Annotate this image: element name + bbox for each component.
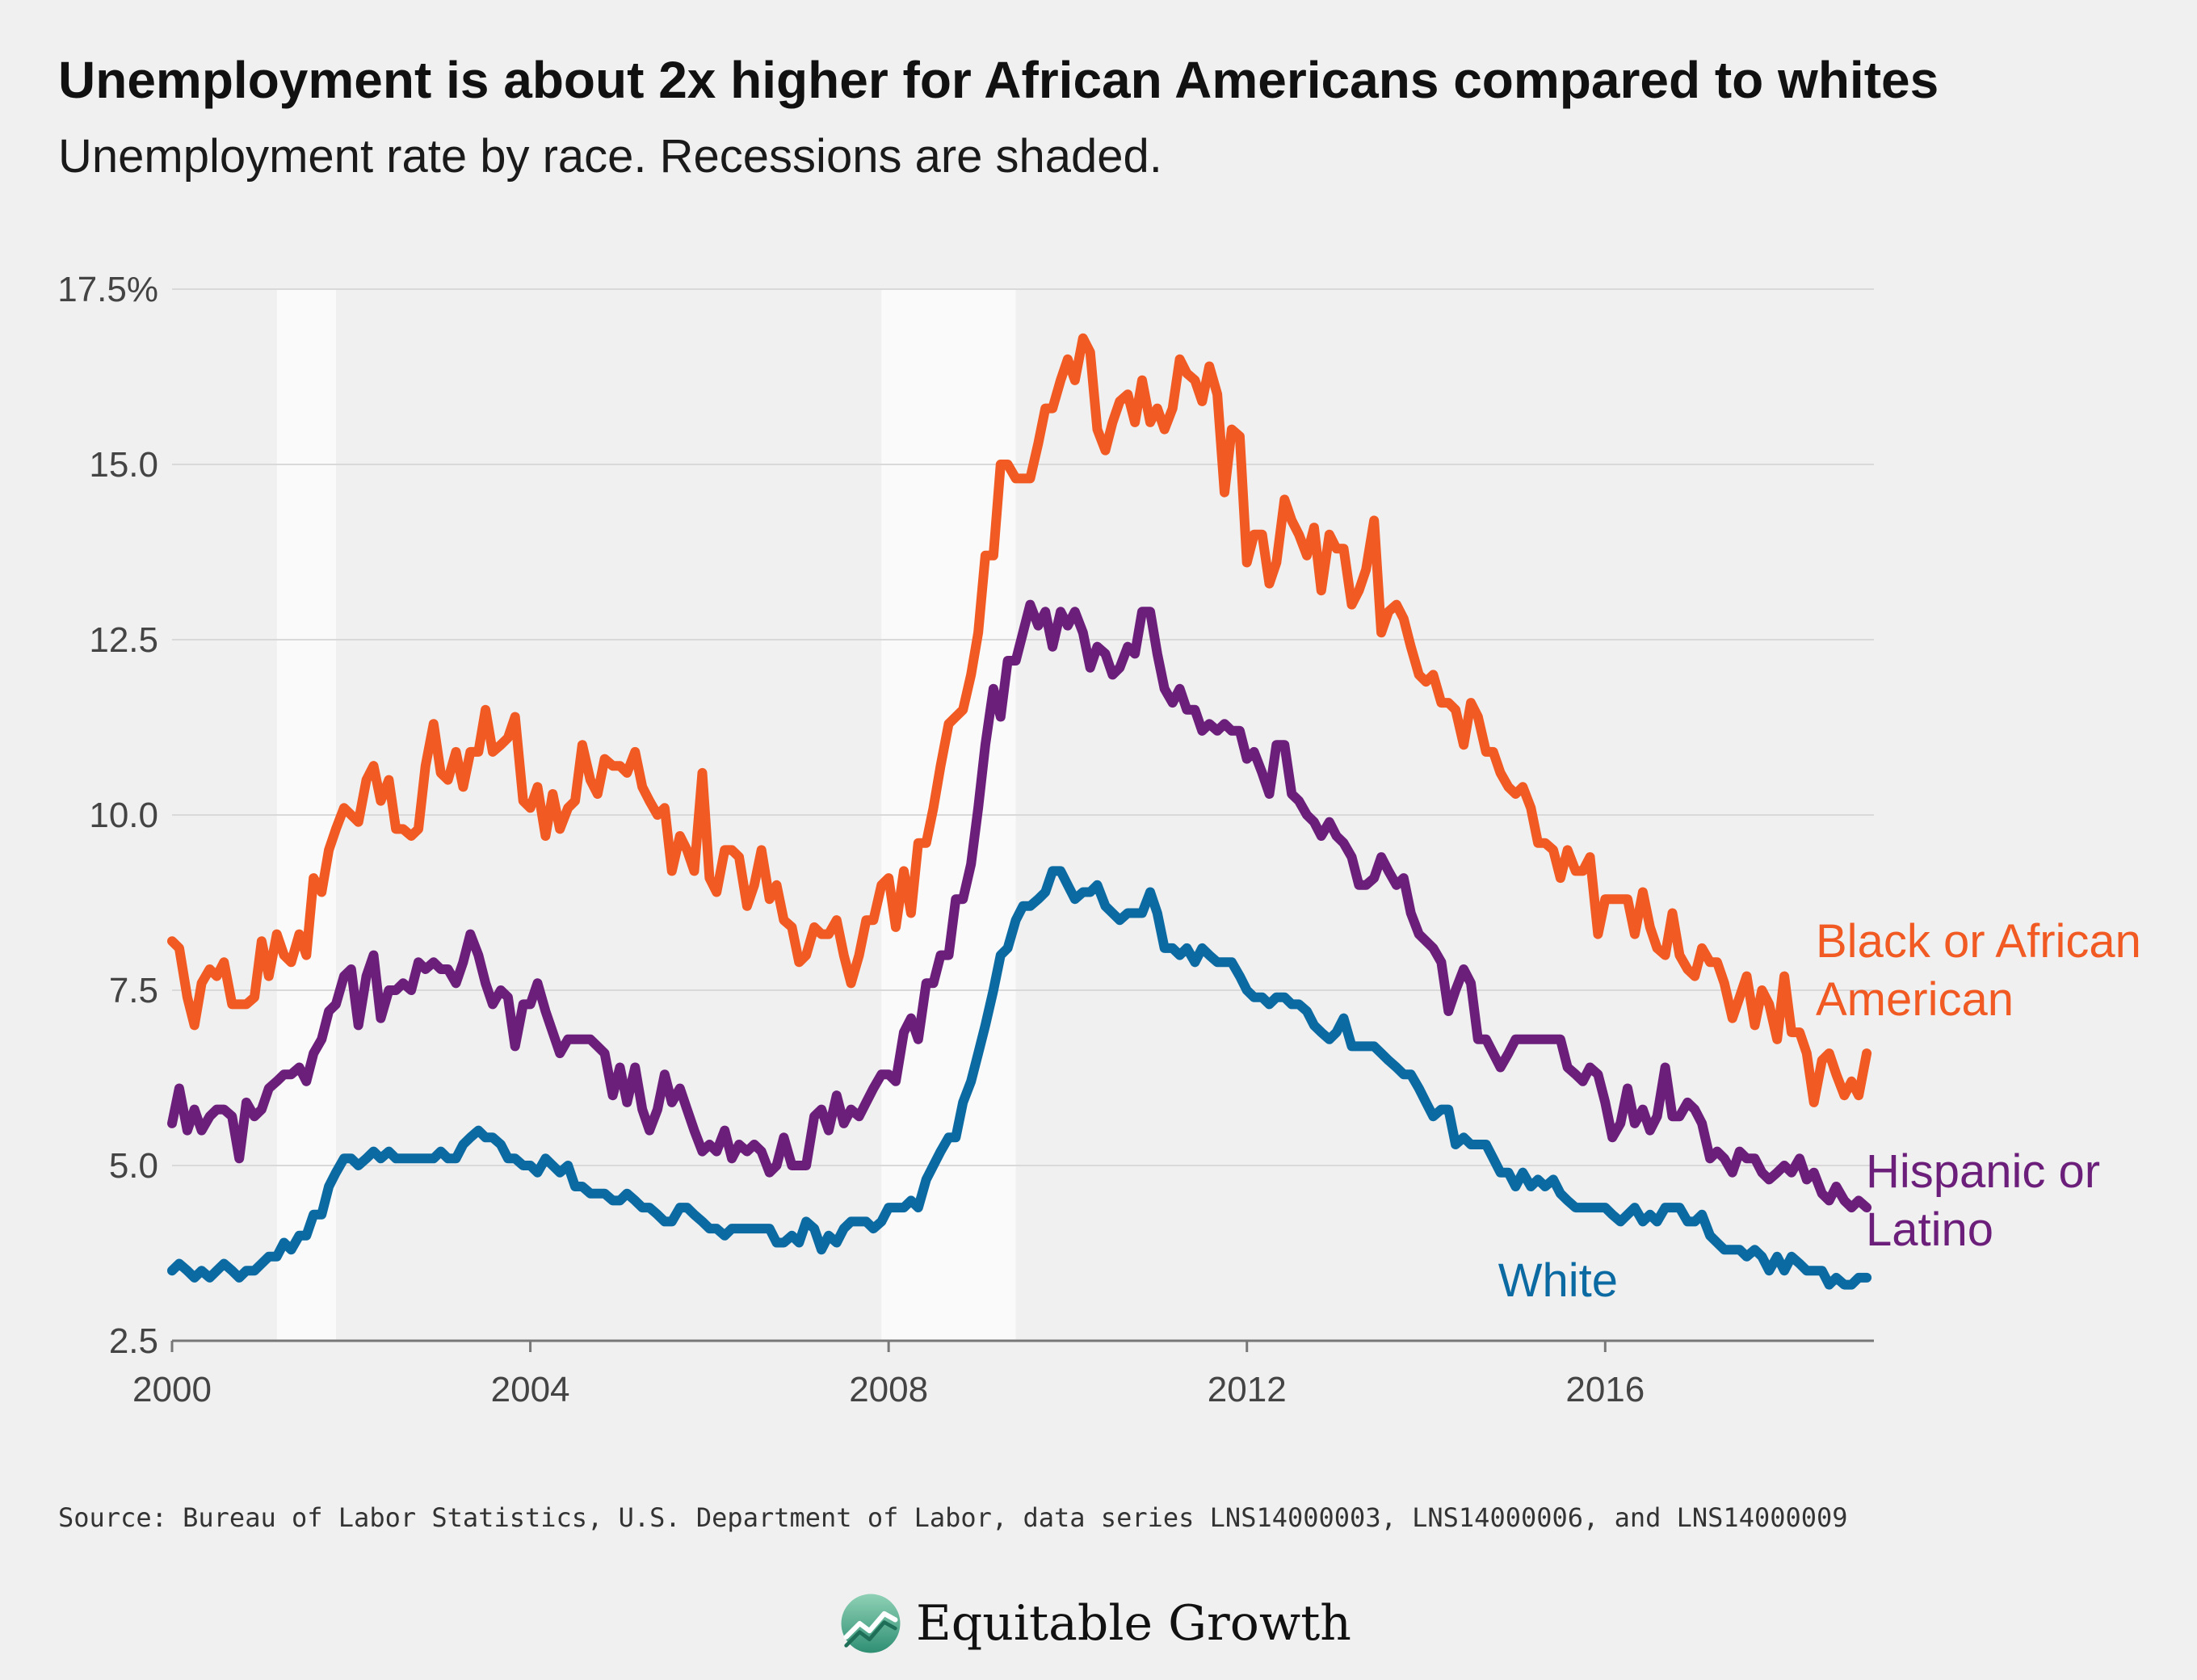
brand: Equitable Growth	[840, 1590, 1351, 1657]
x-tick-label: 2008	[849, 1370, 928, 1409]
chart-subtitle: Unemployment rate by race. Recessions ar…	[58, 130, 1162, 183]
y-tick-label: 2.5	[109, 1321, 158, 1361]
x-tick-label: 2000	[132, 1370, 212, 1409]
x-tick-label: 2004	[491, 1370, 570, 1409]
chart-title: Unemployment is about 2x higher for Afri…	[58, 51, 1939, 109]
line-chart: 2.55.07.510.012.515.017.5% 2000 2004 2008 2…	[57, 270, 2141, 1409]
y-tick-label: 15.0	[89, 445, 158, 485]
y-tick-label: 12.5	[89, 620, 158, 660]
source-note: Source: Bureau of Labor Statistics, U.S.…	[58, 1502, 1848, 1533]
series-label: Black or African American	[1816, 915, 2141, 1026]
series-line-hispanic-or-latino	[167, 599, 1872, 1213]
y-tick-label: 5.0	[109, 1146, 158, 1186]
series-labels: Black or African American Hispanic or Latin…	[1498, 915, 2141, 1307]
x-tick-label: 2016	[1565, 1370, 1645, 1409]
x-axis: 2000 2004 2008 2012 2016	[132, 1341, 1645, 1409]
y-tick-label: 7.5	[109, 971, 158, 1010]
series-line-white	[167, 866, 1872, 1290]
equitable-growth-logo-icon	[841, 1594, 901, 1653]
x-tick-label: 2012	[1208, 1370, 1287, 1409]
series-lines	[167, 333, 1872, 1290]
series-label: Hispanic or Latino	[1866, 1145, 2100, 1256]
y-tick-label: 10.0	[89, 796, 158, 835]
brand-name: Equitable Growth	[916, 1595, 1351, 1652]
series-label: White	[1498, 1254, 1618, 1307]
gridlines	[172, 288, 1874, 1342]
series-line-black-or-african-american	[167, 333, 1872, 1107]
y-tick-label: 17.5%	[57, 270, 158, 309]
y-axis: 2.5 5.0 7.5 10.0 12.5 15.0 17.5%	[57, 270, 158, 1361]
